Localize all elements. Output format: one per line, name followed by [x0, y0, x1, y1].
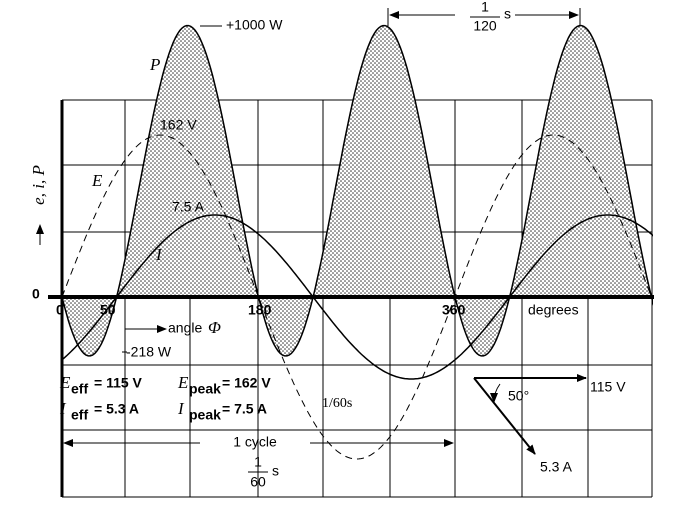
angle-label: angle — [168, 320, 202, 336]
current-curve — [61, 214, 653, 380]
phasor-current: 5.3 A — [540, 459, 573, 475]
angle-arc — [490, 383, 501, 403]
cycle-den: 60 — [250, 474, 266, 490]
cycle-num: 1 — [254, 454, 262, 470]
phasor-angle: 50° — [508, 388, 529, 404]
power-trough: -218 W — [126, 344, 172, 360]
formula-value: = 162 V — [222, 375, 271, 391]
half-num: 1 — [481, 0, 489, 15]
x-label: 50 — [100, 302, 116, 318]
half-unit: s — [504, 6, 511, 22]
current-peak: 7.5 A — [172, 199, 205, 215]
y-axis-label: e, i, P — [29, 165, 48, 205]
power-peak: +1000 W — [226, 17, 283, 33]
formula-sub: peak — [189, 407, 221, 423]
x-label: 0 — [56, 302, 64, 318]
period-note: 1/60s — [322, 396, 352, 411]
current-phasor — [473, 377, 536, 455]
formula-symbol: I — [59, 399, 67, 418]
phasor-voltage: 115 V — [590, 379, 626, 395]
voltage-peak: 162 V — [160, 117, 197, 133]
formula-value: = 115 V — [94, 375, 143, 391]
formula-value: = 5.3 A — [94, 401, 139, 417]
current-label: I — [155, 245, 163, 264]
angle-symbol: Φ — [208, 318, 221, 337]
formula-value: = 7.5 A — [222, 401, 267, 417]
formula-sub: eff — [71, 381, 88, 397]
origin: 0 — [32, 286, 40, 302]
cycle-label: 1 cycle — [233, 434, 277, 450]
voltage-label: E — [91, 171, 103, 190]
x-label: 180 — [248, 302, 272, 318]
power-curve — [61, 24, 653, 357]
half-den: 120 — [473, 18, 497, 34]
formula-symbol: I — [177, 399, 185, 418]
voltage-curve — [61, 134, 653, 460]
x-unit: degrees — [528, 302, 579, 318]
formula-symbol: E — [177, 373, 189, 392]
x-label: 360 — [442, 302, 466, 318]
power-label: P — [149, 55, 160, 74]
formula-symbol: E — [59, 373, 71, 392]
formula-sub: peak — [189, 381, 221, 397]
formula-sub: eff — [71, 407, 88, 423]
cycle-unit: s — [272, 463, 279, 479]
